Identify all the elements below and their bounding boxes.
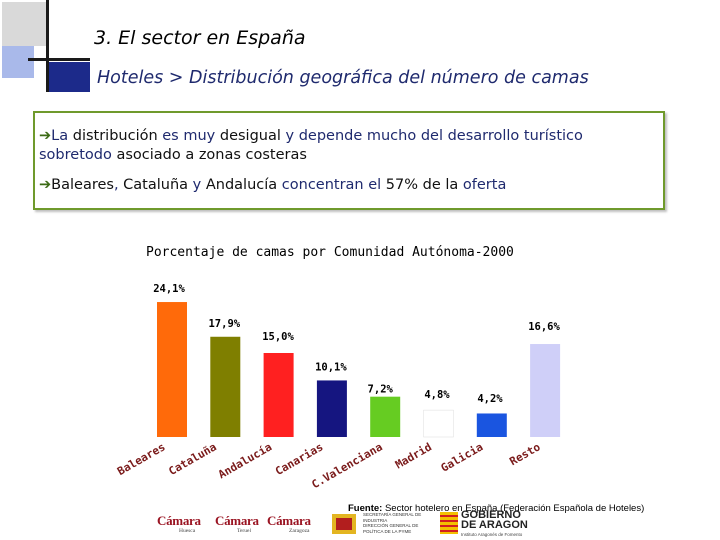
decorative-square-gray <box>2 2 46 46</box>
decorative-vertical-line <box>46 0 49 92</box>
point-1-line-1: ➔La distribución es muy desigual y depen… <box>39 128 583 144</box>
bar-catalua <box>210 336 241 437</box>
category-label: Canarias <box>273 440 325 478</box>
value-label: 16,6% <box>528 321 560 333</box>
camara-zaragoza-logo: Cámara Zaragoza <box>267 513 311 534</box>
value-label: 24,1% <box>153 283 185 295</box>
bar-galicia <box>476 413 507 437</box>
chart-title: Porcentaje de camas por Comunidad Autóno… <box>146 245 514 260</box>
bar-canarias <box>316 380 347 437</box>
camara-teruel-logo: Cámara Teruel <box>215 513 259 534</box>
category-label: Resto <box>507 440 543 468</box>
category-label: Galicia <box>439 440 486 474</box>
camara-huesca-logo: Cámara Huesca <box>157 513 201 534</box>
bar-madrid <box>423 409 454 438</box>
section-title: 3. El sector en España <box>94 27 306 49</box>
category-label: Andalucía <box>216 440 274 481</box>
key-points-box: ➔La distribución es muy desigual y depen… <box>33 111 665 210</box>
bar-cvalenciana <box>370 396 401 437</box>
bar-andaluca <box>263 353 294 437</box>
slide-subtitle: Hoteles > Distribución geográfica del nú… <box>97 68 589 88</box>
value-label: 17,9% <box>208 318 240 330</box>
bar-baleares <box>157 302 187 437</box>
value-label: 7,2% <box>368 384 394 396</box>
arrow-bullet-icon: ➔ <box>39 128 52 144</box>
point-1-line-2: sobretodo asociado a zonas costeras <box>39 147 307 163</box>
source-note: Fuente: Sector hotelero en España (Feder… <box>348 503 645 514</box>
spain-coat-of-arms-icon <box>332 514 356 534</box>
category-label: Cataluña <box>166 440 218 478</box>
value-label: 4,2% <box>477 393 503 405</box>
decorative-square-light-blue <box>2 46 34 78</box>
bar-resto <box>530 344 561 437</box>
decorative-horizontal-line <box>28 58 90 61</box>
point-2-line-1: ➔Baleares, Cataluña y Andalucía concentr… <box>39 177 507 193</box>
decorative-square-navy <box>46 62 90 92</box>
value-label: 10,1% <box>315 361 347 373</box>
value-label: 15,0% <box>262 331 294 343</box>
aragon-flag-icon <box>440 512 458 534</box>
arrow-bullet-icon: ➔ <box>39 177 52 193</box>
value-label: 4,8% <box>424 389 450 401</box>
category-label: Madrid <box>393 440 434 471</box>
category-label: Baleares <box>115 440 167 478</box>
